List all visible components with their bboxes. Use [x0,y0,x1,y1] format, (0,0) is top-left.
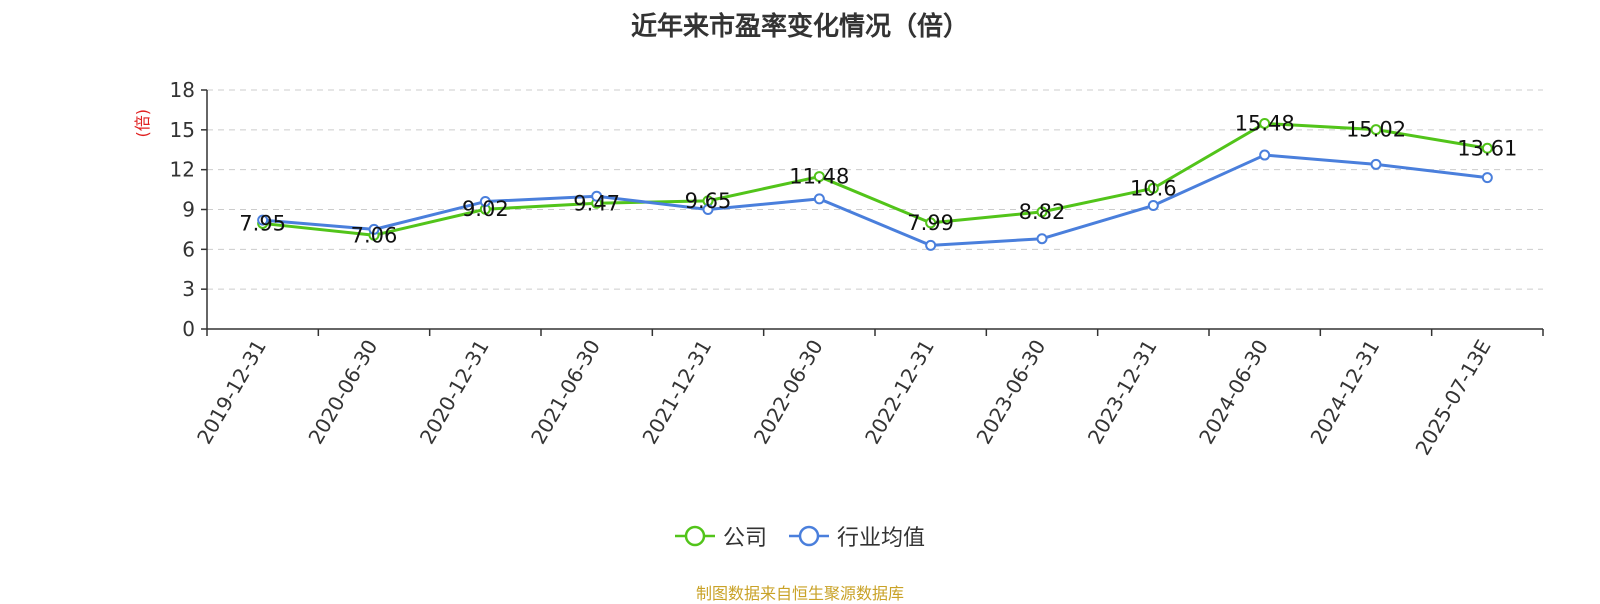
data-point-industry[interactable] [1036,233,1048,245]
data-label-company: 7.06 [351,223,398,247]
data-point-industry[interactable] [591,190,603,202]
data-label-company: 13.61 [1457,136,1517,160]
y-tick-label: 15 [170,118,195,142]
data-point-industry[interactable] [1370,158,1382,170]
data-point-industry[interactable] [479,196,491,208]
data-label-company: 15.02 [1346,118,1406,142]
data-point-company[interactable] [1259,117,1271,129]
legend-company-label: 公司 [722,526,767,551]
data-point-company[interactable] [925,217,937,229]
x-tick-label: 2025-07-13E [1410,336,1495,460]
data-label-company: 8.82 [1019,200,1066,224]
data-point-company[interactable] [813,171,825,183]
x-tick-label: 2024-12-31 [1305,336,1384,449]
series-line-industry [261,153,1489,247]
data-point-industry[interactable] [1147,200,1159,212]
x-tick-label: 2020-12-31 [415,336,494,449]
y-axis-title: (倍) [133,109,152,138]
data-point-company[interactable] [1036,206,1048,218]
x-tick-label: 2020-06-30 [303,336,382,449]
data-point-industry[interactable] [368,223,380,235]
x-tick-label: 2022-06-30 [749,336,828,449]
source-note: 制图数据来自恒生聚源数据库 [695,584,904,603]
chart-title: 近年来市盈率变化情况（倍） [630,12,969,42]
data-point-company[interactable] [1147,182,1159,194]
data-label-company: 15.48 [1235,111,1295,135]
data-label-company: 7.99 [907,211,954,235]
x-tick-label: 2024-06-30 [1194,336,1273,449]
legend-industry-marker-icon [789,525,829,547]
data-point-company[interactable] [1481,142,1493,154]
y-tick-label: 12 [170,158,195,182]
legend-industry-label: 行业均值 [837,526,926,551]
y-tick-label: 6 [182,237,195,261]
data-label-company: 9.65 [685,189,732,213]
data-label-company: 9.02 [462,197,509,221]
data-point-industry[interactable] [1259,149,1271,161]
legend-company-marker-icon [674,525,715,547]
x-tick-label: 2021-06-30 [526,336,605,449]
series-line-company [261,121,1489,237]
data-point-company[interactable] [1370,124,1382,136]
y-tick-label: 18 [170,78,195,102]
data-label-company: 9.47 [573,191,620,215]
data-point-industry[interactable] [257,214,269,226]
legend-item-company[interactable]: 公司 [674,520,767,552]
x-tick-label: 2023-06-30 [971,336,1050,449]
data-label-company: 11.48 [789,165,849,189]
y-tick-label: 9 [182,198,195,222]
data-point-industry[interactable] [813,193,825,205]
data-label-company: 7.95 [239,211,286,235]
x-tick-label: 2021-12-31 [637,336,716,449]
data-point-industry[interactable] [702,204,714,215]
data-point-industry[interactable] [1481,172,1493,184]
y-tick-label: 0 [182,317,195,341]
chart-legend: 公司 行业均值 [0,520,1600,552]
x-tick-label: 2019-12-31 [192,336,271,449]
data-point-industry[interactable] [925,239,937,251]
data-label-company: 10.6 [1130,176,1177,200]
x-tick-label: 2022-12-31 [860,336,939,449]
legend-item-industry[interactable]: 行业均值 [789,520,925,552]
y-tick-label: 3 [182,277,195,301]
x-tick-label: 2023-12-31 [1083,336,1162,449]
